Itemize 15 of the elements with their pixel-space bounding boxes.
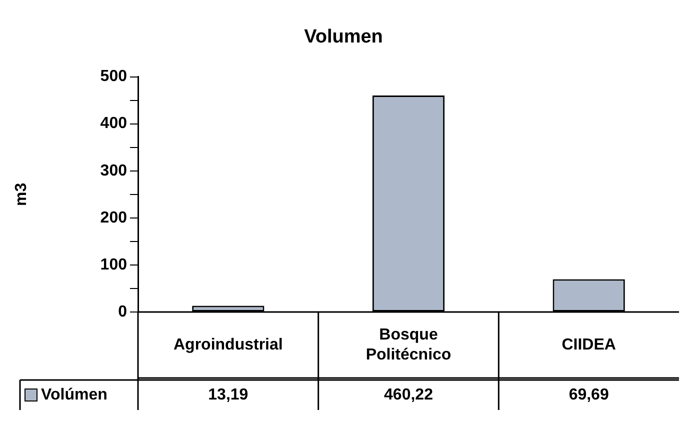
y-tick-label: 500 (100, 68, 128, 86)
y-axis-title: m3 (13, 182, 30, 206)
x-tick-label: Agroindustrial (173, 336, 283, 354)
data-label: 460,22 (384, 386, 434, 404)
data-label: 13,19 (208, 386, 248, 404)
chart-title: Volumen (304, 26, 383, 48)
x-tick-label: Bosque Politécnico (366, 326, 452, 364)
y-tick-label: 300 (100, 162, 128, 180)
data-label: 69,69 (568, 386, 609, 404)
x-tick-label: CIIDEA (562, 336, 616, 354)
legend-label: Volúmen (41, 386, 108, 404)
y-tick-label: 200 (100, 209, 128, 226)
y-tick-label: 0 (118, 303, 128, 320)
y-tick-label: 400 (100, 115, 128, 132)
y-tick-label: 100 (100, 256, 128, 274)
